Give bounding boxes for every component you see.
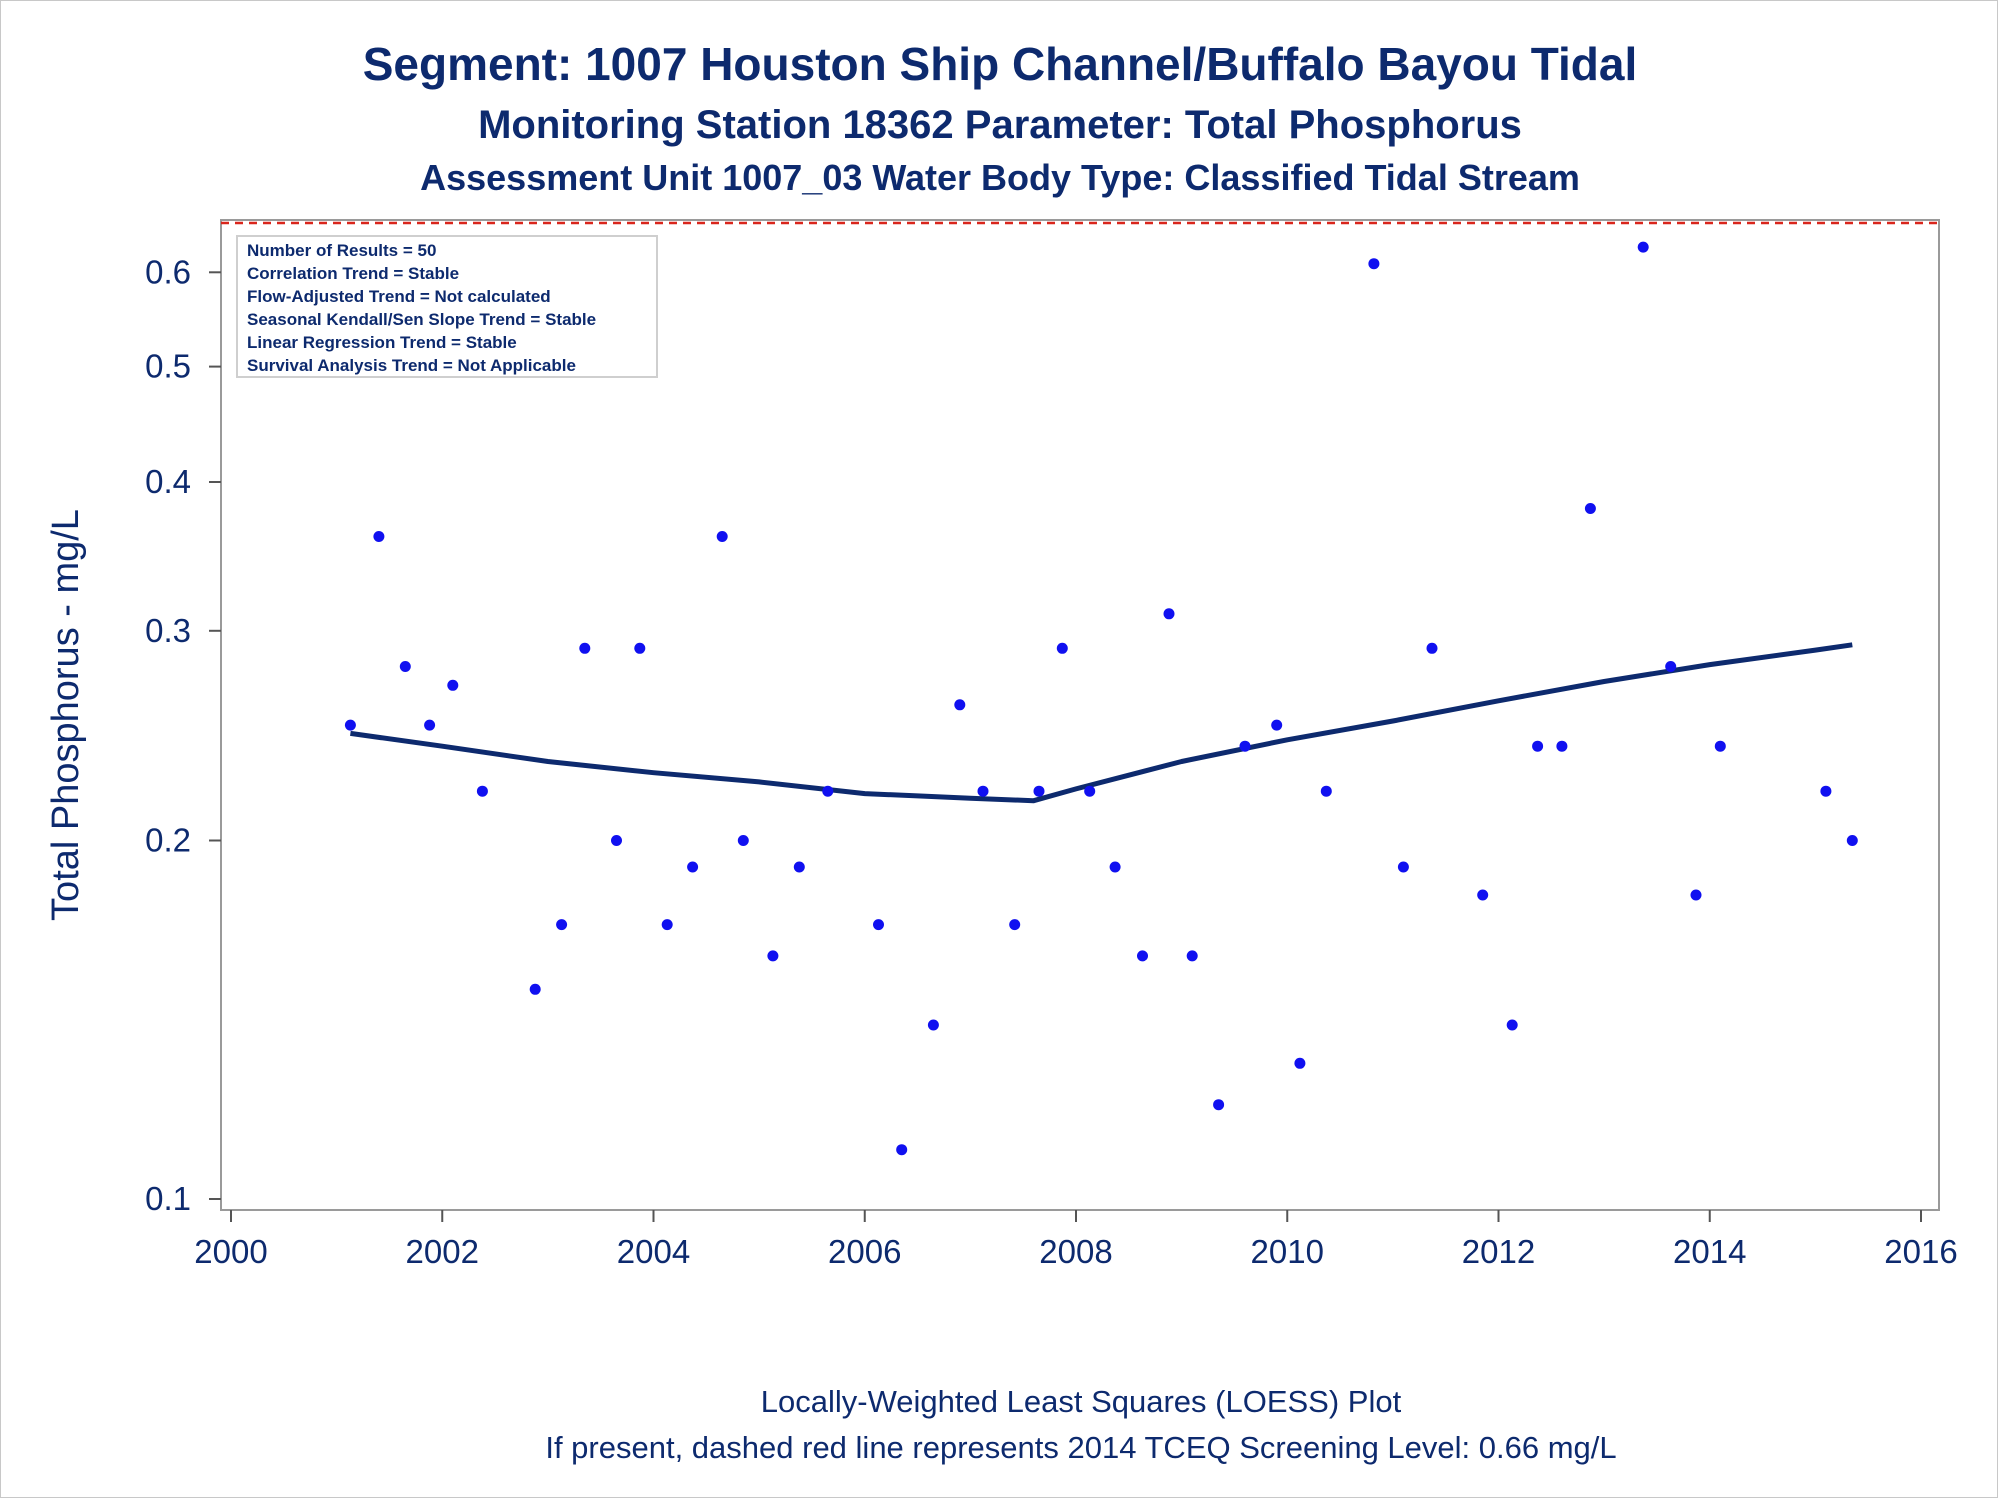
legend-entry: Number of Results = 50 [247,241,436,260]
data-point [1084,785,1096,797]
data-point [1368,258,1380,270]
data-point [1690,889,1702,901]
footnote-loess: Locally-Weighted Least Squares (LOESS) P… [761,1384,1402,1419]
data-point [1637,241,1649,253]
data-point [873,919,884,931]
footnote-screening: If present, dashed red line represents 2… [545,1430,1616,1465]
data-point [1556,740,1568,752]
data-point [822,785,834,797]
data-point [373,531,385,542]
data-point [1397,861,1409,873]
data-point [1506,1019,1518,1031]
y-tick-label: 0.3 [145,612,191,649]
data-point [1820,785,1832,797]
y-axis: 0.1 0.2 0.3 0.4 0.5 0.6 [145,253,221,1217]
data-point [1033,785,1045,797]
data-point [1271,719,1283,731]
data-point [1846,835,1858,846]
legend-entry: Flow-Adjusted Trend = Not calculated [247,287,551,306]
data-point [1213,1099,1225,1111]
data-point [1137,950,1148,962]
data-point [424,719,436,731]
points-layer [344,241,1858,1156]
data-point [1665,661,1677,672]
chart-subtitle-2: Assessment Unit 1007_03 Water Body Type:… [420,157,1580,198]
y-tick-label: 0.4 [145,463,191,500]
x-axis: 2000 2002 2004 2006 2008 2010 2012 2014 2016 [194,1210,1958,1270]
x-tick-label: 2000 [194,1233,267,1270]
data-point [529,983,541,995]
data-point [716,531,728,542]
data-point [1109,861,1121,873]
x-tick-label: 2014 [1673,1233,1746,1270]
data-point [977,785,989,797]
chart-subtitle: Monitoring Station 18362 Parameter: Tota… [478,103,1522,147]
data-point [1294,1057,1306,1069]
loess-layer [350,642,1853,804]
x-tick-label: 2004 [617,1233,690,1270]
data-point [1426,642,1438,654]
data-point [447,679,459,691]
y-tick-label: 0.2 [145,822,191,859]
legend-entry: Survival Analysis Trend = Not Applicable [247,356,576,375]
plot-area [220,219,1940,1211]
x-tick-label: 2006 [828,1233,901,1270]
x-tick-label: 2010 [1251,1233,1324,1270]
data-point [611,835,622,846]
data-point [1714,740,1726,752]
data-point [954,699,966,711]
data-point [399,661,411,672]
legend-layer: Number of Results = 50 Correlation Trend … [247,241,596,375]
data-point [556,919,568,931]
x-tick-label: 2008 [1039,1233,1112,1270]
data-point [1532,740,1544,752]
legend-entry: Linear Regression Trend = Stable [247,333,517,352]
x-tick-label: 2002 [406,1233,479,1270]
data-point [793,861,805,873]
data-point [1320,785,1332,797]
data-point [661,919,673,931]
data-point [927,1019,939,1031]
data-point [1584,503,1596,514]
data-point [687,861,699,873]
data-point [634,642,646,654]
y-axis-label: Total Phosphorus - mg/L [45,509,87,921]
data-point [896,1144,908,1156]
data-point [579,642,591,654]
data-point [767,950,779,962]
legend-entry: Seasonal Kendall/Sen Slope Trend = Stabl… [247,310,596,329]
data-point [476,785,488,797]
x-tick-label: 2012 [1462,1233,1535,1270]
chart-title: Segment: 1007 Houston Ship Channel/Buffa… [363,38,1638,90]
y-tick-label: 0.5 [145,348,191,385]
data-point [1477,889,1489,901]
data-point [1056,642,1068,654]
data-point [344,719,356,731]
data-point [1163,608,1175,620]
y-tick-label: 0.1 [145,1180,191,1217]
data-point [1009,919,1021,931]
data-point [737,835,749,846]
x-tick-label: 2016 [1884,1233,1957,1270]
y-tick-label: 0.6 [145,253,191,290]
loess-curve [350,642,1853,804]
legend-entry: Correlation Trend = Stable [247,264,459,283]
legend-box [236,235,658,378]
data-point [1239,740,1251,752]
data-point [1186,950,1198,962]
